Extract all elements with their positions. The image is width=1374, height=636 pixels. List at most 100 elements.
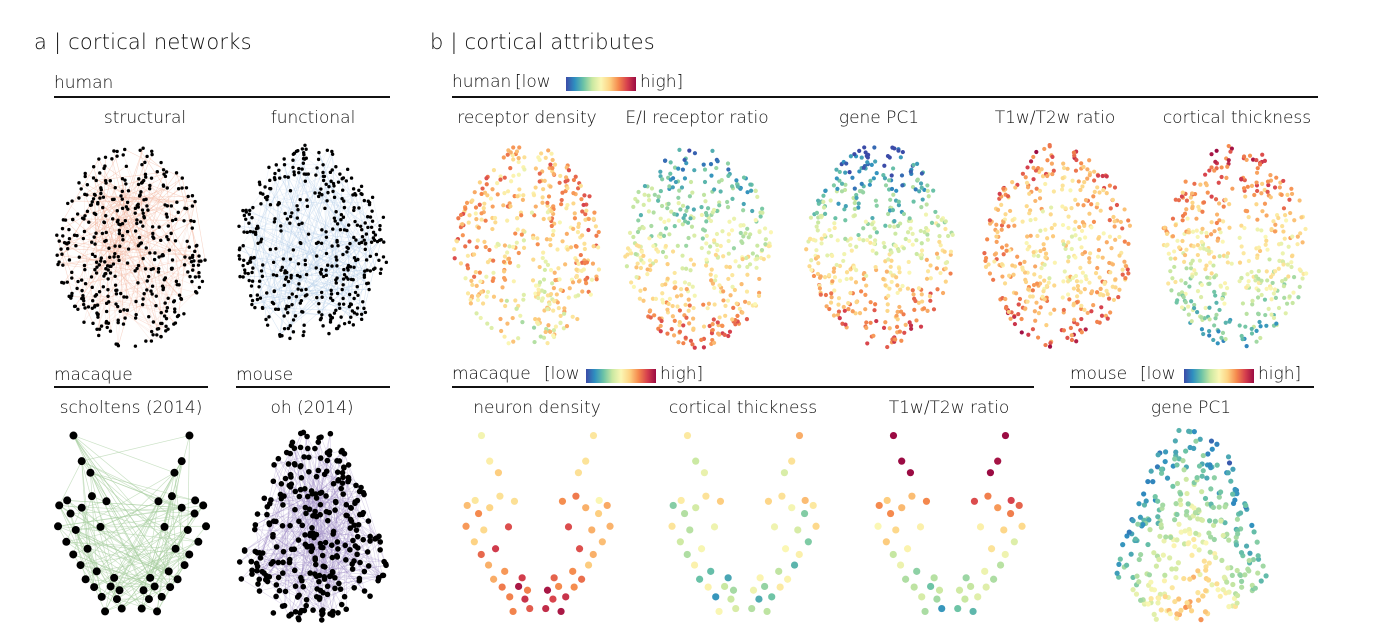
attribute-point — [1211, 536, 1217, 543]
attribute-point — [865, 160, 870, 165]
attribute-point — [744, 289, 750, 294]
attribute-point — [1042, 146, 1047, 152]
mouse-map-label-1: gene PC1 — [1150, 398, 1232, 418]
network-node — [82, 263, 87, 268]
attribute-point — [688, 268, 693, 273]
network-edge — [119, 541, 199, 591]
network-edge — [94, 194, 98, 268]
network-node — [166, 583, 175, 592]
network-edge — [57, 526, 120, 591]
network-edge — [323, 176, 367, 235]
structural-network — [55, 146, 207, 348]
attribute-point — [1075, 284, 1081, 289]
network-edge — [320, 485, 357, 548]
attribute-point — [1019, 316, 1024, 322]
attribute-point — [1197, 258, 1203, 263]
attribute-point — [580, 209, 585, 214]
network-edge — [276, 164, 324, 277]
network-node — [279, 268, 283, 272]
network-node — [144, 595, 153, 604]
attribute-point — [889, 186, 895, 192]
network-node — [139, 586, 148, 595]
network-node — [164, 170, 169, 174]
attribute-point — [1241, 251, 1246, 256]
network-node — [316, 194, 321, 199]
mouse-network — [236, 429, 389, 623]
attribute-point — [1245, 272, 1250, 277]
attribute-point — [992, 252, 998, 257]
network-node — [298, 275, 302, 279]
network-node — [101, 205, 105, 210]
attribute-point — [1172, 264, 1177, 270]
network-node — [315, 467, 322, 474]
attribute-point — [823, 188, 828, 194]
attribute-point — [841, 258, 846, 264]
network-node — [117, 231, 122, 236]
network-edge — [336, 540, 354, 557]
network-node — [263, 572, 270, 579]
attribute-point — [686, 235, 691, 241]
attribute-point — [895, 317, 900, 322]
network-node — [302, 504, 309, 511]
network-node — [81, 236, 86, 241]
network-node — [296, 287, 300, 291]
network-node — [282, 283, 287, 287]
attribute-point — [818, 292, 823, 297]
attribute-point — [549, 223, 554, 229]
network-node — [352, 543, 359, 549]
attribute-point — [658, 234, 663, 240]
network-node — [164, 567, 173, 576]
network-node — [330, 569, 336, 576]
network-node — [76, 279, 80, 284]
attribute-point — [1239, 276, 1244, 281]
attribute-point — [1243, 502, 1249, 509]
network-node — [347, 546, 353, 553]
attribute-point — [727, 329, 733, 334]
network-node — [303, 262, 308, 267]
attribute-point — [1182, 252, 1188, 258]
network-edge — [295, 477, 344, 587]
attribute-point — [1286, 244, 1291, 249]
attribute-point — [982, 583, 990, 591]
attribute-point — [1184, 198, 1190, 203]
network-node — [329, 296, 333, 300]
attribute-point — [564, 206, 569, 211]
attribute-point — [550, 232, 556, 238]
attribute-point — [652, 313, 657, 318]
attribute-point — [1122, 207, 1127, 212]
network-node — [340, 196, 344, 201]
attribute-point — [494, 469, 503, 477]
attribute-point — [804, 247, 809, 252]
attribute-point — [1287, 197, 1292, 202]
network-node — [338, 601, 345, 608]
attribute-point — [938, 270, 943, 276]
attribute-point — [578, 183, 583, 189]
attribute-point — [1015, 254, 1020, 259]
network-node — [247, 212, 252, 216]
network-node — [113, 274, 117, 278]
network-node — [69, 431, 78, 440]
network-node — [149, 289, 153, 293]
attribute-point — [475, 238, 480, 243]
attribute-point — [547, 302, 552, 307]
network-node — [268, 178, 272, 183]
network-node — [342, 199, 346, 203]
network-edge — [80, 564, 111, 587]
attribute-point — [815, 271, 821, 277]
attribute-point — [943, 260, 948, 266]
network-edge — [354, 193, 371, 257]
attribute-point — [710, 148, 715, 153]
network-edge — [321, 194, 354, 315]
attribute-point — [835, 312, 841, 318]
attribute-point — [504, 298, 509, 303]
network-node — [309, 491, 316, 497]
attribute-point — [1300, 276, 1305, 281]
attribute-point — [919, 185, 924, 190]
attribute-point — [1087, 173, 1092, 178]
attribute-point — [1201, 331, 1206, 337]
network-node — [173, 321, 178, 325]
network-node — [317, 587, 324, 594]
network-node — [330, 316, 335, 320]
attribute-point — [1206, 248, 1212, 254]
attribute-point — [1172, 456, 1178, 462]
